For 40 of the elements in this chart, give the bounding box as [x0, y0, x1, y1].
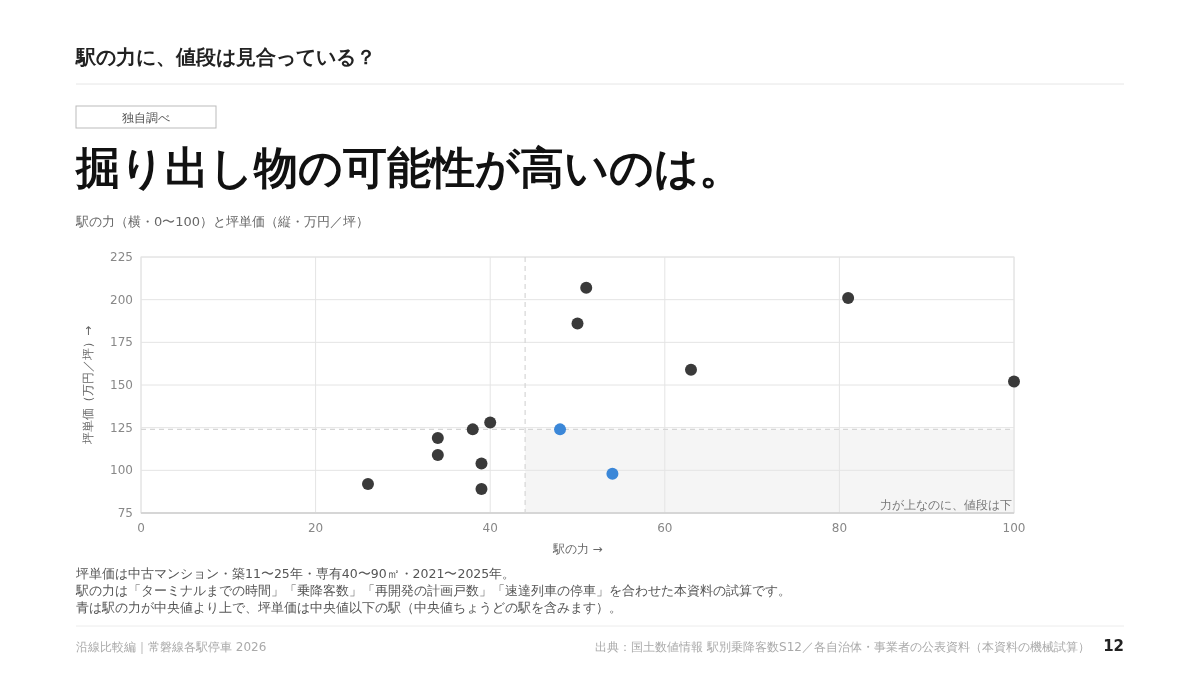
point: [475, 457, 488, 470]
text: 駅の力に、値段は見合っている？: [75, 45, 376, 69]
y-tick-label: 100: [110, 463, 133, 478]
x-tick-label: 0: [137, 521, 145, 535]
x-tick-label: 80: [831, 521, 848, 535]
text: 独自調べ: [122, 111, 170, 125]
point: [431, 431, 444, 444]
point: [571, 317, 584, 330]
chart-subtitle: 駅の力（横・0〜100）と坪単価（縦・万円／坪）: [75, 214, 370, 229]
point: [361, 477, 374, 490]
point: [606, 467, 619, 480]
point: [554, 423, 567, 436]
x-tick-label: 60: [657, 521, 673, 535]
y-tick-label: 150: [110, 378, 133, 392]
y-tick-label: 75: [117, 506, 133, 520]
point: [580, 281, 593, 294]
point: [842, 291, 855, 304]
point: [1008, 375, 1020, 388]
source-note: 出典：国土数値情報 駅別乗降客数S12／各自治体・事業者の公表資料（本資料の機械試算）: [595, 640, 1090, 654]
y-tick-label: 200: [110, 292, 133, 307]
y-axis-title: 坪単価（万円／坪）→: [81, 325, 95, 446]
band-label: 力が上なのに、値段は下: [880, 498, 1012, 512]
text: 12: [1103, 637, 1124, 655]
y-tick-label: 225: [110, 250, 133, 264]
text: 沿線比較編｜常磐線各駅停車 2026: [76, 640, 267, 654]
x-axis-title: 駅の力 →: [551, 542, 603, 556]
x-tick-label: 40: [482, 521, 498, 535]
chart-title: 掘り出し物の可能性が高いのは。: [74, 142, 743, 193]
point: [475, 483, 488, 496]
point: [684, 363, 697, 376]
text: 坪単価は中古マンション・築11〜25年・専有40〜90㎡・2021〜2025年。: [75, 566, 516, 581]
point: [466, 423, 479, 436]
point: [484, 416, 497, 429]
y-tick-label: 175: [110, 335, 133, 350]
point: [431, 448, 444, 461]
text: 駅の力は「ターミナルまでの時間」「乗降客数」「再開発の計画戸数」「速達列車の停車」を合わせた本資料の試算です。: [75, 583, 791, 598]
text: 青は駅の力が中央値より上で、坪単価は中央値以下の駅（中央値ちょうどの駅を含みます）。: [76, 600, 622, 615]
x-tick-label: 20: [307, 521, 324, 535]
x-tick-label: 100: [1002, 521, 1026, 535]
y-tick-label: 125: [110, 420, 133, 435]
